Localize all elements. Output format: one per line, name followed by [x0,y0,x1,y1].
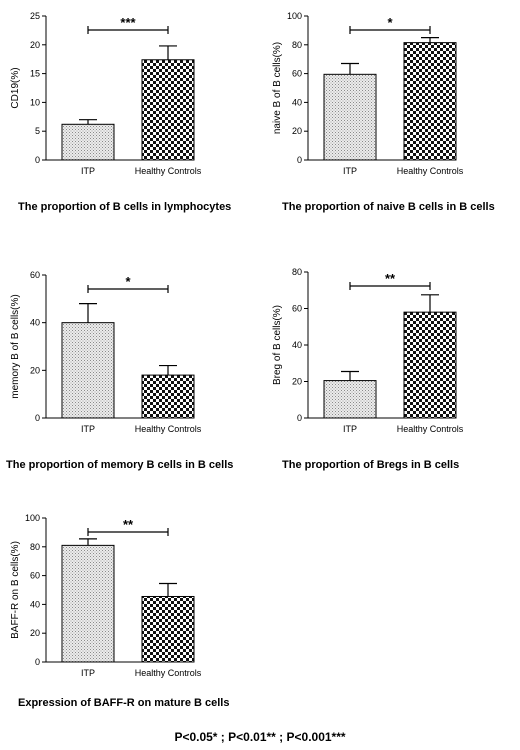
category-label: ITP [343,166,357,176]
significance-stars: ** [385,271,396,286]
chart-svg: 0 20 40 60 80 100 BAFF-R on B cells(%) ITP Healt… [10,513,202,678]
y-tick-label: 40 [30,318,40,328]
chart-svg: 0 20 40 60 80 Breg of B cells(%) ITP Healthy Co… [272,267,464,434]
y-tick-label: 80 [292,267,302,277]
bar-healthy-controls [141,59,195,161]
bar-healthy-controls [403,42,457,161]
significance-stars: *** [120,15,136,30]
bar-itp [61,322,115,419]
bar-itp [61,544,115,663]
y-axis-label: naive B of B cells(%) [272,42,283,134]
y-tick-label: 60 [292,69,302,79]
chart-panel-b-cells-lymphocytes: 0 5 10 15 20 25 CD19(%) ITP Healthy Controls *** … [0,0,260,240]
chart-svg: 0 5 10 15 20 25 CD19(%) ITP Healthy Controls *** [10,11,202,176]
category-label: Healthy Controls [135,668,202,678]
y-tick-label: 40 [292,97,302,107]
category-label: ITP [81,668,95,678]
category-label: Healthy Controls [135,166,202,176]
y-tick-label: 20 [292,377,302,387]
chart-svg: 0 20 40 60 memory B of B cells(%) ITP Healthy … [10,270,202,434]
category-label: Healthy Controls [397,424,464,434]
y-tick-label: 80 [30,542,40,552]
bar-healthy-controls [141,595,195,663]
y-tick-label: 60 [292,304,302,314]
chart-caption: The proportion of Bregs in B cells [282,459,460,471]
category-label: Healthy Controls [135,424,202,434]
bar-itp [323,380,377,419]
y-tick-label: 20 [30,365,40,375]
y-tick-label: 100 [25,513,40,523]
chart-panel-memory-b-cells: 0 20 40 60 memory B of B cells(%) ITP Healthy … [0,258,260,488]
category-label: ITP [81,424,95,434]
y-tick-label: 0 [35,155,40,165]
y-tick-label: 60 [30,270,40,280]
significance-footnote: P<0.05* ; P<0.01** ; P<0.001*** [174,730,346,744]
y-tick-label: 100 [287,11,302,21]
category-label: ITP [343,424,357,434]
y-tick-label: 20 [30,628,40,638]
bar-itp [61,123,115,161]
chart-caption: Expression of BAFF-R on mature B cells [18,697,230,709]
category-label: ITP [81,166,95,176]
bar-itp [323,73,377,161]
bar-healthy-controls [141,374,195,419]
significance-stars: * [125,274,131,289]
bar-healthy-controls [403,311,457,419]
y-tick-label: 60 [30,571,40,581]
chart-panel-bregs: 0 20 40 60 80 Breg of B cells(%) ITP Healthy Co… [260,258,520,488]
y-tick-label: 40 [292,340,302,350]
y-axis-label: memory B of B cells(%) [10,294,21,398]
chart-panel-naive-b-cells: 0 20 40 60 80 100 naive B of B cells(%) ITP Heal… [260,0,520,240]
y-tick-label: 20 [292,126,302,136]
chart-caption: The proportion of B cells in lymphocytes [18,201,232,213]
y-tick-label: 80 [292,40,302,50]
y-tick-label: 0 [297,155,302,165]
y-tick-label: 5 [35,126,40,136]
y-axis-label: Breg of B cells(%) [272,305,283,385]
y-tick-label: 0 [35,413,40,423]
y-tick-label: 20 [30,40,40,50]
chart-panel-baff-r: 0 20 40 60 80 100 BAFF-R on B cells(%) ITP Healt… [0,502,260,727]
y-tick-label: 25 [30,11,40,21]
category-label: Healthy Controls [397,166,464,176]
chart-caption: The proportion of naive B cells in B cel… [282,201,495,213]
y-tick-label: 0 [297,413,302,423]
chart-svg: 0 20 40 60 80 100 naive B of B cells(%) ITP Heal… [272,11,464,176]
y-tick-label: 15 [30,69,40,79]
y-tick-label: 10 [30,97,40,107]
y-tick-label: 0 [35,657,40,667]
y-axis-label: CD19(%) [10,67,21,108]
y-axis-label: BAFF-R on B cells(%) [10,541,21,639]
chart-caption: The proportion of memory B cells in B ce… [6,459,234,471]
significance-stars: * [387,15,393,30]
significance-stars: ** [123,517,134,532]
y-tick-label: 40 [30,599,40,609]
